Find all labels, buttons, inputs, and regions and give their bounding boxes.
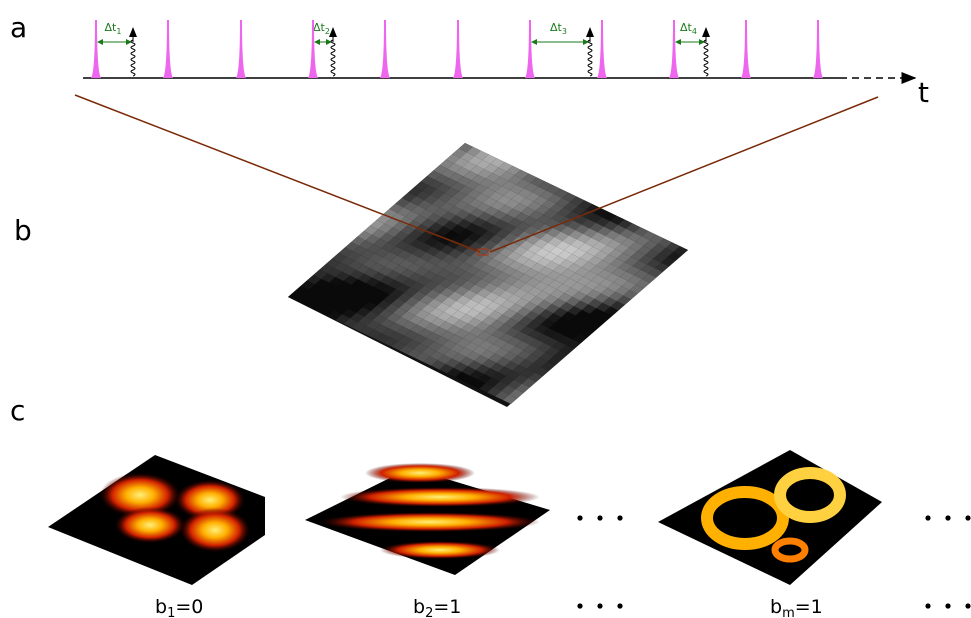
panel-label: a	[10, 11, 27, 44]
dot	[925, 603, 930, 608]
dot	[577, 515, 582, 520]
zoom-line	[75, 95, 480, 252]
outcome-index: 1	[167, 606, 175, 618]
panel-label: b	[14, 214, 32, 247]
interval-label: Δt1	[105, 21, 122, 36]
interval-index: 4	[692, 27, 697, 36]
axis-label: t	[918, 76, 929, 109]
outcome-index: m	[782, 606, 795, 618]
interval-symbol: Δt	[105, 21, 118, 34]
outcome-symbol: b	[413, 596, 425, 618]
photon	[704, 40, 708, 76]
dot	[965, 603, 970, 608]
photon	[131, 40, 135, 76]
zoom-line	[490, 97, 878, 252]
outcome-label: b1=0	[155, 596, 203, 618]
outcome-label: b2=1	[413, 596, 461, 618]
pulse	[453, 20, 463, 78]
surface-2	[305, 463, 550, 575]
photon	[331, 40, 335, 76]
interval-symbol: Δt	[313, 21, 326, 34]
dot	[945, 603, 950, 608]
pulse	[669, 20, 679, 78]
dot	[945, 515, 950, 520]
interval-index: 3	[562, 27, 567, 36]
outcome-value: =1	[795, 596, 823, 618]
dot	[965, 515, 970, 520]
dot	[617, 515, 622, 520]
pulse	[741, 20, 751, 78]
outcome-label: bm=1	[770, 596, 823, 618]
pulse	[380, 20, 390, 78]
pulse	[236, 20, 246, 78]
pulse	[525, 20, 535, 78]
interval-label: Δt3	[550, 21, 567, 36]
interval-index: 2	[325, 27, 330, 36]
surface-3	[658, 450, 882, 585]
dot	[925, 515, 930, 520]
interval-label: Δt4	[680, 21, 697, 36]
outcome-symbol: b	[155, 596, 167, 618]
pulse	[813, 20, 823, 78]
dot	[617, 603, 622, 608]
outcome-value: =0	[175, 596, 203, 618]
surface-1	[48, 455, 265, 585]
interval-symbol: Δt	[550, 21, 563, 34]
interval-label: Δt2	[313, 21, 330, 36]
pulse	[597, 20, 607, 78]
dot	[597, 515, 602, 520]
interval-symbol: Δt	[680, 21, 693, 34]
dot	[597, 603, 602, 608]
figure: a t b c Δt1Δt2Δt3Δt4 b1=0b2=1bm=1	[0, 0, 971, 618]
pulse	[91, 20, 101, 78]
dot	[577, 603, 582, 608]
outcome-index: 2	[425, 606, 433, 618]
outcome-symbol: b	[770, 596, 782, 618]
panel-label: c	[10, 394, 25, 427]
interval-index: 1	[116, 27, 121, 36]
outcome-value: =1	[433, 596, 461, 618]
pulse	[163, 20, 173, 78]
photon	[588, 40, 592, 76]
